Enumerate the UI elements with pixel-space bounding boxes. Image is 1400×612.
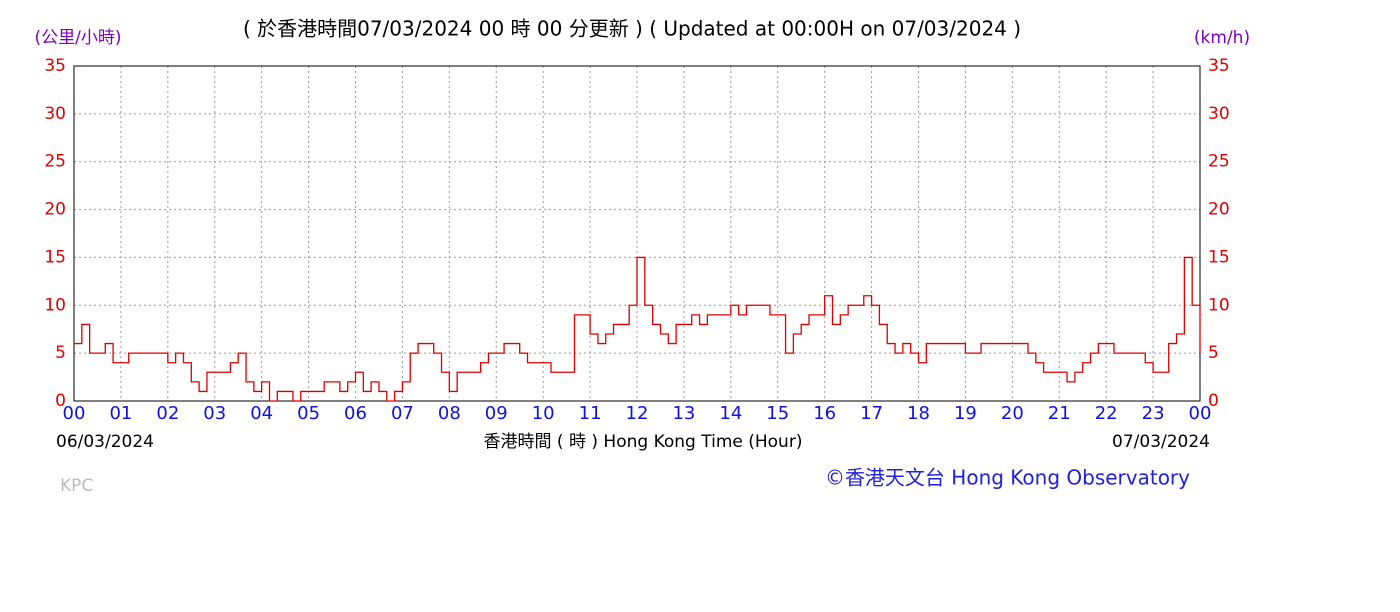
y-tick-label: 15 [44,247,66,267]
plot-frame [73,65,1201,402]
y-tick-label-right: 10 [1208,295,1230,315]
data-line [74,256,1201,402]
y-tick-label-right: 25 [1208,152,1230,172]
x-tick-label: 03 [203,403,226,424]
y-tick-label: 20 [44,200,66,220]
x-tick-label: 18 [907,403,930,424]
x-tick-label: 12 [626,403,649,424]
y-tick-label: 30 [44,104,66,124]
x-tick-label: 14 [719,403,742,424]
x-tick-label: 13 [672,403,695,424]
x-tick-label: 02 [156,403,179,424]
y-unit-right: (km/h) [1194,28,1250,48]
x-tick-label: 15 [766,403,789,424]
y-tick-label-right: 20 [1208,200,1230,220]
y-tick-label: 25 [44,152,66,172]
x-tick-label: 06 [344,403,367,424]
x-tick-label: 19 [954,403,977,424]
x-tick-label: 04 [250,403,273,424]
x-tick-label: 20 [1001,403,1024,424]
x-tick-label: 11 [579,403,602,424]
credit: ©香港天文台 Hong Kong Observatory [825,466,1190,490]
x-tick-label: 00 [63,403,86,424]
x-tick-label: 01 [109,403,132,424]
x-tick-label: 16 [813,403,836,424]
station: KPC [60,476,93,496]
y-unit-left: (公里/小時) [35,28,122,48]
end-date: 07/03/2024 [1112,432,1210,452]
chart-title: ( 於香港時間07/03/2024 00 時 00 分更新 ) ( Update… [243,17,1021,41]
y-tick-label: 10 [44,295,66,315]
y-tick-label-right: 5 [1208,343,1219,363]
y-tick-label-right: 35 [1208,56,1230,76]
x-tick-label: 08 [438,403,461,424]
x-tick-label: 07 [391,403,414,424]
x-axis-title: 香港時間 ( 時 ) Hong Kong Time (Hour) [484,432,803,452]
x-tick-label: 00 [1189,403,1212,424]
x-tick-label: 05 [297,403,320,424]
y-tick-label-right: 15 [1208,247,1230,267]
x-tick-label: 23 [1142,403,1165,424]
x-tick-label: 22 [1095,403,1118,424]
start-date: 06/03/2024 [56,432,154,452]
y-tick-label: 35 [44,56,66,76]
x-tick-label: 21 [1048,403,1071,424]
y-tick-label-right: 0 [1208,391,1219,411]
x-tick-label: 10 [532,403,555,424]
x-tick-label: 17 [860,403,883,424]
y-tick-label: 5 [55,343,66,363]
x-tick-label: 09 [485,403,508,424]
y-tick-label-right: 30 [1208,104,1230,124]
y-tick-label: 0 [55,391,66,411]
